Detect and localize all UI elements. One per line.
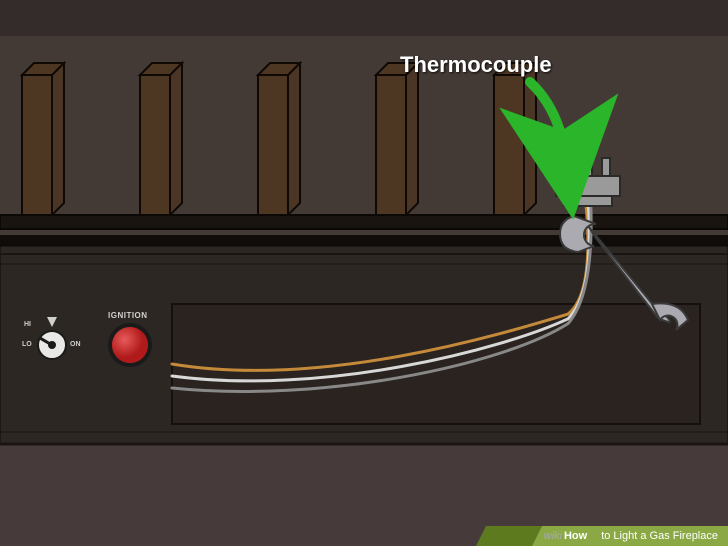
ignition-label: IGNITION xyxy=(108,311,148,320)
thermocouple-label: Thermocouple xyxy=(400,52,552,78)
illustration-svg xyxy=(0,0,728,546)
diagram-canvas: Thermocouple HI LO ON IGNITION wiki How … xyxy=(0,0,728,546)
watermark-how: How xyxy=(564,530,591,542)
dial-label-lo: LO xyxy=(22,341,32,348)
watermark-title: to Light a Gas Fireplace xyxy=(591,530,728,542)
watermark-ribbon: wiki How to Light a Gas Fireplace xyxy=(468,526,728,546)
watermark-prefix: wiki xyxy=(536,530,564,542)
dial-label-on: ON xyxy=(70,341,81,348)
dial-label-hi: HI xyxy=(24,321,31,328)
